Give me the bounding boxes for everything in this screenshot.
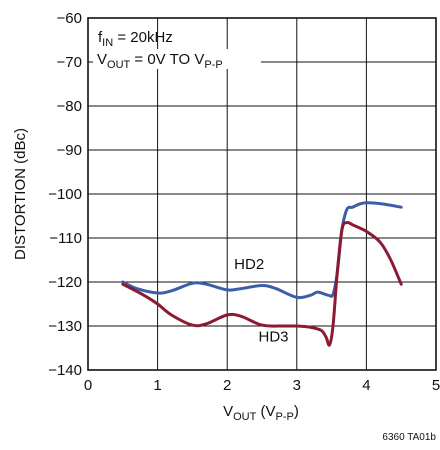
x-tick-label: 1: [153, 377, 161, 394]
y-tick-label: −140: [48, 362, 82, 379]
condition-vout: VOUT = 0V TO VP-P: [97, 51, 223, 71]
plot-frame: [87, 17, 437, 371]
x-tick-label: 0: [84, 377, 92, 394]
y-tick-label: −110: [49, 230, 82, 247]
y-tick-label: −60: [57, 10, 82, 27]
x-tick-label: 3: [293, 377, 301, 394]
grid-lines: [88, 18, 436, 370]
y-tick-label: −80: [57, 98, 82, 115]
figure-code: 6360 TA01b: [382, 432, 436, 443]
y-tick-label: −120: [48, 274, 82, 291]
y-tick-label: −90: [57, 142, 82, 159]
x-tick-label: 5: [432, 377, 440, 394]
y-axis-title: DISTORTION (dBc): [12, 128, 29, 260]
tick-labels: 0 1 2 3 4 5 −60 −70 −80 −90 −100 −110 −120 −130 −140: [48, 10, 440, 394]
condition-fin: fIN = 20kHz: [98, 29, 173, 49]
x-tick-label: 2: [223, 377, 231, 394]
y-tick-label: −70: [57, 54, 82, 71]
series-line-hd2: [121, 201, 403, 300]
y-tick-label: −130: [48, 318, 82, 335]
series-label-hd2: HD2: [234, 256, 264, 273]
y-tick-label: −100: [48, 186, 82, 203]
condition-backdrop: [93, 49, 261, 69]
x-axis-title: VOUT (VP-P): [223, 403, 299, 423]
series-label-hd3: HD3: [259, 328, 289, 345]
series-line-hd3: [121, 220, 403, 347]
x-tick-label: 4: [362, 377, 370, 394]
series-layer: HD2 HD3: [121, 201, 403, 347]
